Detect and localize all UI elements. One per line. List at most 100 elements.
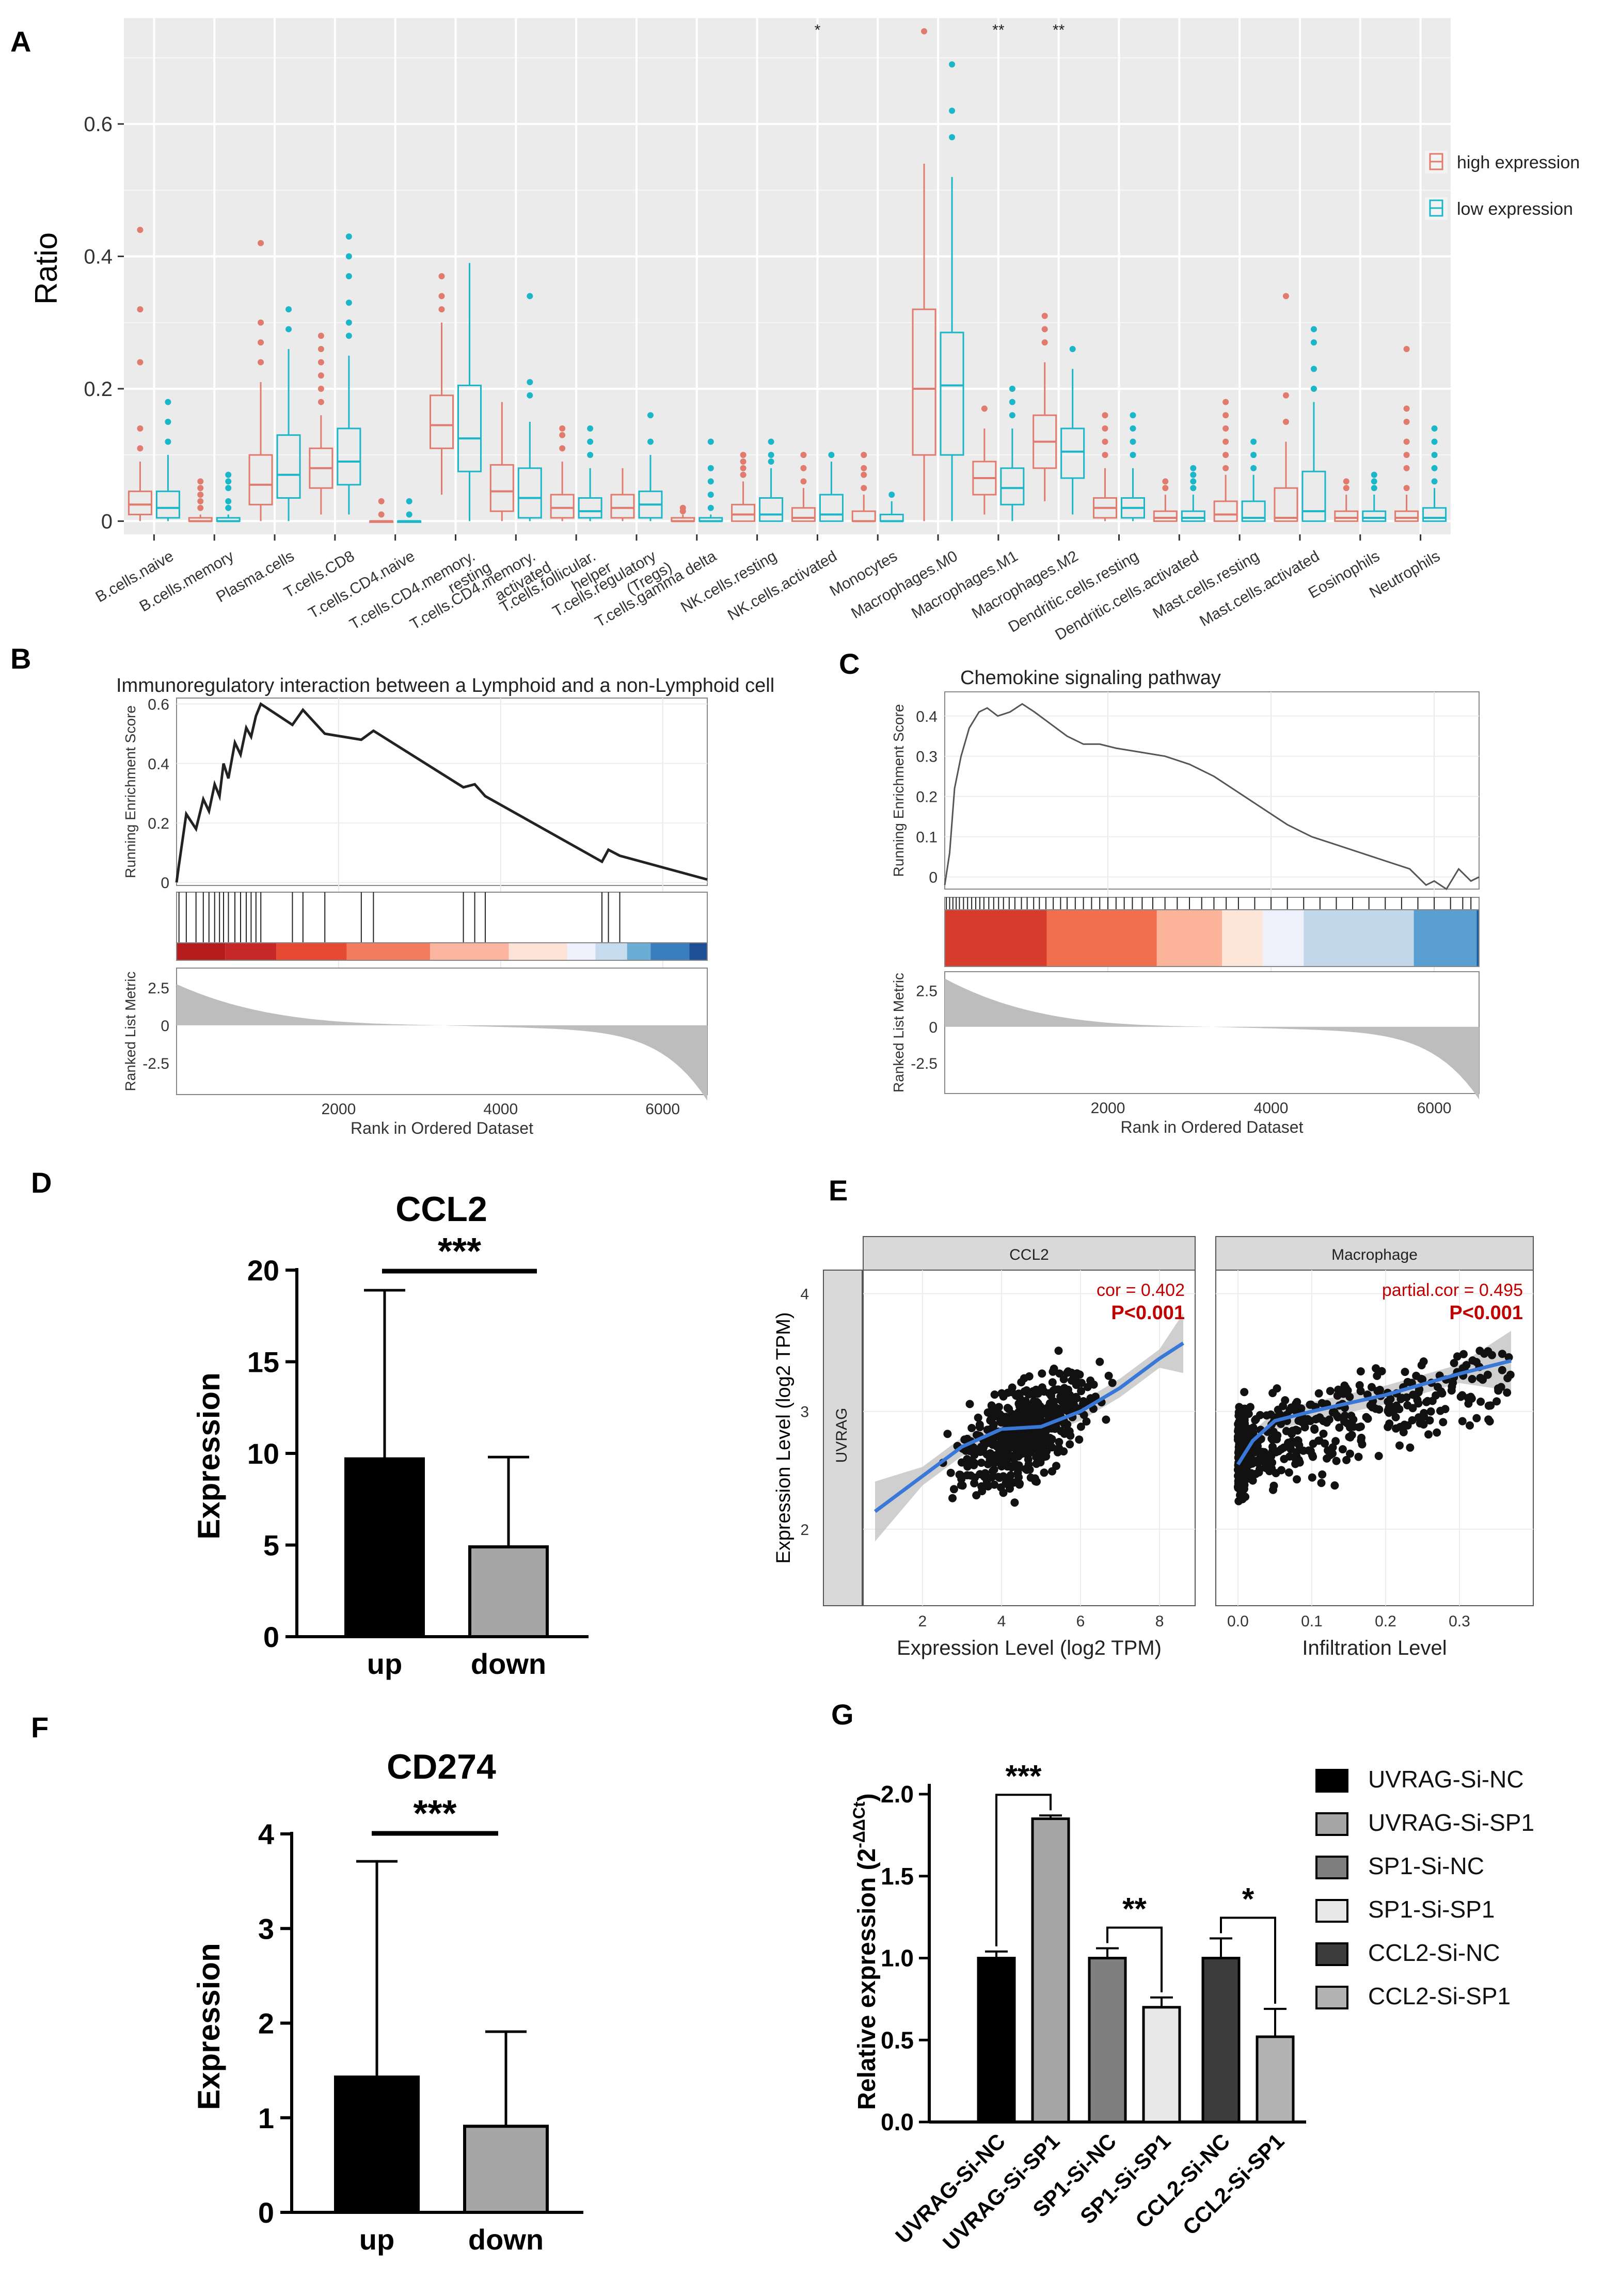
scatter-point [1014,1461,1023,1470]
bar-UVRAG-Si-SP1 [1031,1817,1070,2124]
box-iqr [430,394,454,449]
outlier-point [587,425,594,432]
metric-tick-label: -2.5 [142,1055,169,1072]
scatter-point [1063,1368,1072,1377]
y-tick-label: 0 [263,1621,279,1653]
heat-segment [1222,910,1263,967]
scatter-point [1055,1369,1064,1378]
box-low [276,306,301,521]
scatter-point [986,1449,995,1458]
outlier-point [1250,465,1257,471]
significance-mark: * [815,22,821,39]
box-iqr [1181,510,1205,522]
outlier-point [137,445,144,452]
scatter-point [1492,1397,1501,1406]
scatter-point [1486,1401,1495,1410]
scatter-point [1459,1350,1468,1358]
outlier-point [225,498,232,504]
outlier-point [1102,438,1108,445]
scatter-point [1484,1347,1492,1356]
scatter-point [1330,1481,1339,1490]
outlier-point [740,458,747,465]
scatter-point [1029,1387,1037,1396]
scatter-point [1033,1437,1042,1446]
scatter-point [999,1472,1008,1481]
y-tick-label: 0 [101,510,113,533]
box-iqr [1241,500,1266,522]
outlier-point [1403,405,1410,412]
scatter-point [1282,1427,1291,1435]
box-high [731,452,756,522]
scatter-point [1008,1383,1017,1392]
scatter-point [1418,1375,1427,1384]
scatter-point [975,1423,984,1432]
scatter-point [955,1470,964,1479]
box-iqr [940,331,964,456]
outlier-point [559,425,566,432]
scatter-point [1237,1412,1246,1421]
outlier-point [828,452,835,458]
scatter-point [1059,1390,1068,1399]
scatter-point [1240,1388,1249,1397]
outlier-point [197,498,204,504]
outlier-point [740,452,747,458]
outlier-point [1371,471,1377,478]
scatter-point [1040,1468,1049,1477]
bar-CCL2-Si-NC [1201,1957,1241,2124]
outlier-point [1403,485,1410,492]
outlier-point [861,452,867,458]
outlier-point [800,465,807,471]
x-tick-label: 4000 [1254,1100,1289,1117]
scatter-point [1043,1405,1051,1414]
es-curve [944,703,1480,891]
scatter-point [972,1491,981,1500]
outlier-point [1102,425,1108,432]
scatter-point [1246,1453,1254,1462]
panel-e-ylabel: Expression Level (log2 TPM) [773,1312,795,1563]
scatter-point [1048,1467,1056,1476]
scatter-point [1432,1391,1440,1400]
box-iqr [248,454,273,505]
x-tick-label: 6000 [1417,1100,1452,1117]
outlier-point [317,399,324,405]
scatter-point [1319,1429,1328,1438]
x-axis-label: Rank in Ordered Dataset [1121,1118,1304,1136]
outlier-point [1371,478,1377,485]
legend-swatch [1315,1856,1348,1879]
outlier-point [1282,419,1289,425]
scatter-point [1328,1443,1337,1452]
es-tick-label: 0.4 [916,708,938,725]
outlier-point [1431,438,1438,445]
metric-tick-label: 2.5 [916,983,938,1000]
panel-a-boxplot: A Ratio 00.20.40.6* ** **B.cells.naiveB.ce… [10,18,1580,644]
scatter-point [1051,1424,1059,1433]
scatter-point [1439,1418,1448,1427]
scatter-point [1055,1438,1063,1446]
box-high [1274,293,1298,522]
panel-label-b: B [10,642,31,675]
correlation-annotation: cor = 0.402 [1097,1280,1185,1300]
outlier-point [378,498,385,504]
scatter-point [1368,1402,1377,1411]
legend-swatch [1315,1769,1348,1793]
box-high [128,227,152,521]
outlier-point [1069,346,1076,353]
scatter-point [1503,1374,1512,1383]
box-iqr [276,434,301,499]
scatter-point [1288,1437,1296,1446]
scatter-point [987,1473,996,1482]
scatter-point [1102,1415,1110,1424]
pvalue-annotation: P<0.001 [1111,1302,1185,1324]
box-low [879,492,904,522]
scatter-point [1354,1452,1363,1461]
scatter-point [1318,1470,1327,1479]
scatter-point [990,1480,999,1489]
panel-label-e: E [829,1174,848,1207]
bar-down [468,1545,549,1639]
heat-segment [650,943,690,960]
scatter-point [1498,1350,1506,1358]
scatter-point [1374,1452,1383,1460]
es-tick-label: 0.2 [148,815,169,832]
scatter-point [1295,1458,1304,1467]
